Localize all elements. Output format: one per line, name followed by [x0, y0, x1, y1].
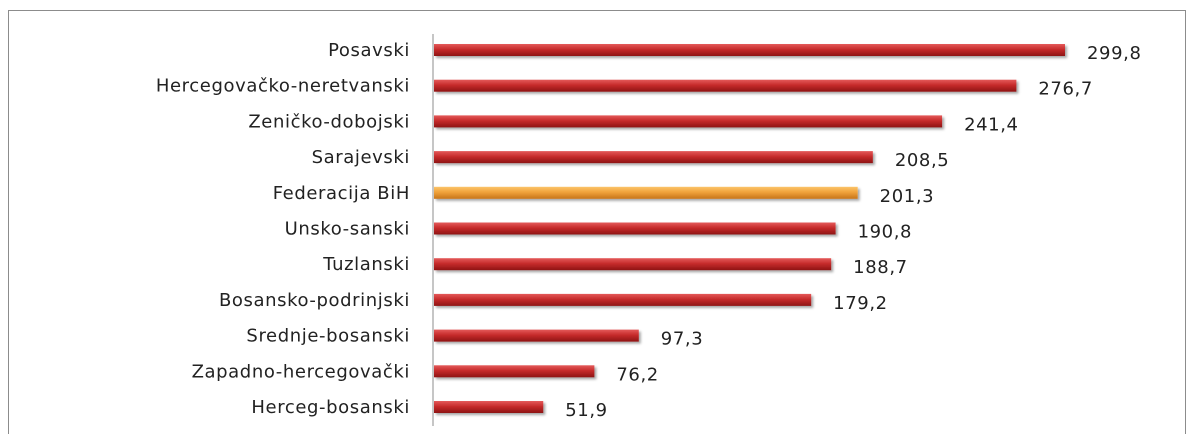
value-label: 188,7	[853, 257, 908, 278]
bar-hercegovačko-neretvanski	[434, 79, 1017, 92]
value-label: 276,7	[1038, 79, 1093, 100]
category-label: Posavski	[328, 40, 410, 61]
category-label: Zeničko-dobojski	[248, 111, 410, 132]
bars-group	[434, 44, 1065, 413]
bar-unsko-sanski	[434, 222, 836, 235]
bar-federacija-bih	[434, 186, 858, 199]
value-label: 241,4	[964, 114, 1019, 135]
category-label: Federacija BiH	[273, 183, 410, 204]
bar-bosansko-podrinjski	[434, 293, 812, 306]
bar-zeničko-dobojski	[434, 115, 943, 128]
category-label: Unsko-sanski	[285, 219, 410, 240]
category-label: Sarajevski	[312, 147, 410, 168]
category-label: Srednje-bosanski	[246, 326, 410, 347]
category-label: Herceg-bosanski	[251, 397, 410, 418]
value-label: 76,2	[616, 364, 658, 385]
category-label: Hercegovačko-neretvanski	[156, 76, 410, 97]
bar-herceg-bosanski	[434, 401, 544, 413]
value-label: 201,3	[880, 186, 935, 207]
value-label: 208,5	[895, 150, 950, 171]
value-label: 51,9	[565, 400, 607, 421]
category-label: Zapadno-hercegovački	[192, 361, 410, 382]
category-label: Bosansko-podrinjski	[219, 290, 410, 311]
labels-group: Posavski 299,8 Hercegovačko-neretvanski 276…	[156, 40, 1142, 421]
value-label: 97,3	[661, 329, 703, 350]
bar-posavski	[434, 44, 1065, 56]
bar-zapadno-hercegovački	[434, 365, 595, 378]
bar-srednje-bosanski	[434, 329, 639, 342]
value-label: 190,8	[858, 222, 913, 243]
bar-tuzlanski	[434, 258, 832, 271]
bar-sarajevski	[434, 151, 873, 164]
value-label: 299,8	[1087, 43, 1142, 64]
value-label: 179,2	[833, 293, 888, 314]
category-label: Tuzlanski	[322, 254, 410, 275]
